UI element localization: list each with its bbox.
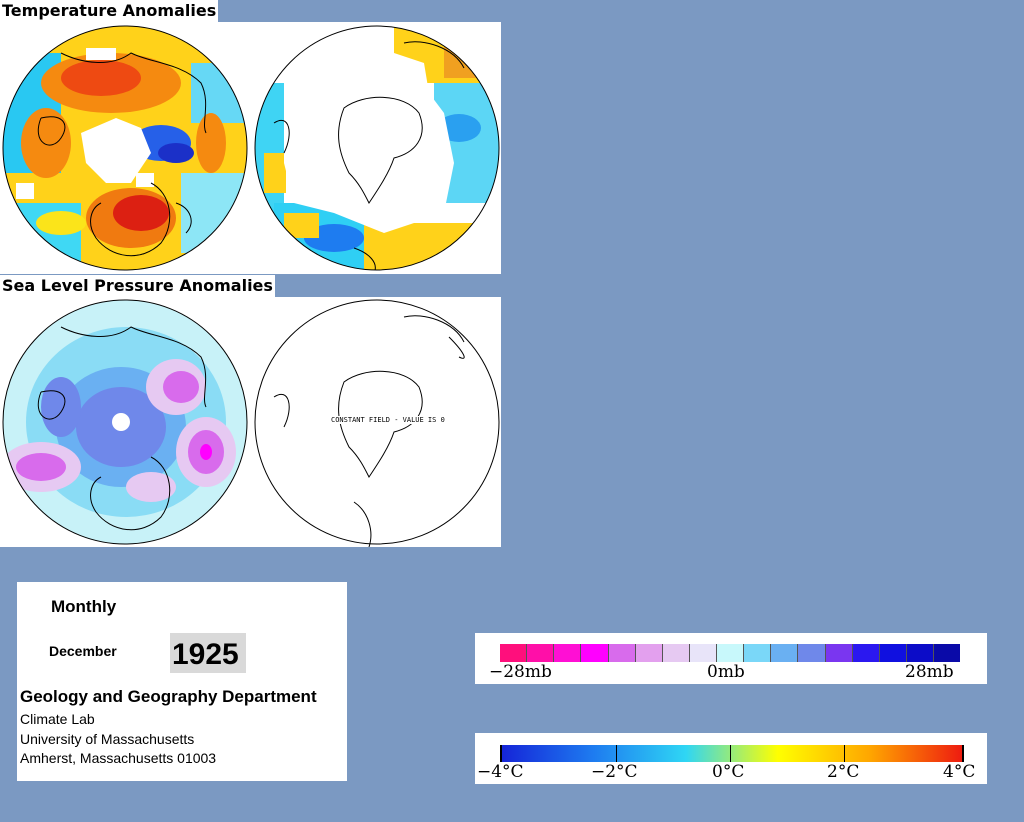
info-box: Monthly December 1925 Geology and Geogra…	[17, 582, 347, 781]
temperature-tick	[844, 745, 845, 762]
temperature-section-title: Temperature Anomalies	[0, 0, 219, 22]
pressure-color-segment	[797, 644, 825, 662]
year-box	[170, 633, 246, 673]
address-label: Amherst, Massachusetts 01003	[20, 750, 217, 766]
pressure-color-segment	[905, 644, 933, 662]
pressure-color-segment	[661, 644, 689, 662]
temperature-label-plus4: 4°C	[943, 762, 976, 782]
temperature-legend: −4°C −2°C 0°C 2°C 4°C	[475, 733, 987, 784]
pressure-north-globe	[2, 299, 248, 545]
pressure-color-segment	[743, 644, 771, 662]
pressure-map-panel: CONSTANT FIELD - VALUE IS 0	[0, 297, 501, 547]
pressure-color-segment	[553, 644, 581, 662]
lab-label: Climate Lab	[20, 711, 95, 727]
temperature-label-plus2: 2°C	[827, 762, 860, 782]
pressure-color-segment	[688, 644, 716, 662]
temperature-map-panel	[0, 22, 501, 274]
pressure-label-min: −28mb	[489, 662, 552, 682]
period-label: Monthly	[51, 597, 117, 616]
temperature-north-globe	[2, 25, 248, 271]
temperature-color-bar	[500, 745, 964, 762]
pressure-label-zero: 0mb	[707, 662, 745, 682]
temperature-tick	[616, 745, 617, 762]
pressure-color-segment	[500, 644, 527, 662]
temperature-label-zero: 0°C	[712, 762, 745, 782]
pressure-color-segment	[824, 644, 852, 662]
pressure-color-segment	[634, 644, 662, 662]
temperature-tick	[730, 745, 731, 762]
month-label: December	[49, 643, 117, 659]
university-label: University of Massachusetts	[20, 731, 195, 747]
constant-field-note: CONSTANT FIELD - VALUE IS 0	[330, 416, 446, 424]
pressure-label-max: 28mb	[905, 662, 954, 682]
pressure-color-segment	[580, 644, 608, 662]
pressure-color-segment	[851, 644, 879, 662]
pressure-color-bar	[500, 644, 961, 662]
pressure-color-segment	[607, 644, 635, 662]
pressure-legend: −28mb 0mb 28mb	[475, 633, 987, 684]
pressure-color-segment	[933, 644, 961, 662]
pressure-color-segment	[878, 644, 906, 662]
temperature-south-globe	[254, 25, 500, 271]
temperature-label-minus2: −2°C	[591, 762, 638, 782]
year-label: 1925	[172, 638, 239, 671]
department-label: Geology and Geography Department	[20, 687, 317, 706]
pressure-section-title: Sea Level Pressure Anomalies	[0, 275, 275, 297]
temperature-label-minus4: −4°C	[477, 762, 524, 782]
pressure-color-segment	[526, 644, 554, 662]
pressure-color-segment	[716, 644, 744, 662]
pressure-color-segment	[770, 644, 798, 662]
